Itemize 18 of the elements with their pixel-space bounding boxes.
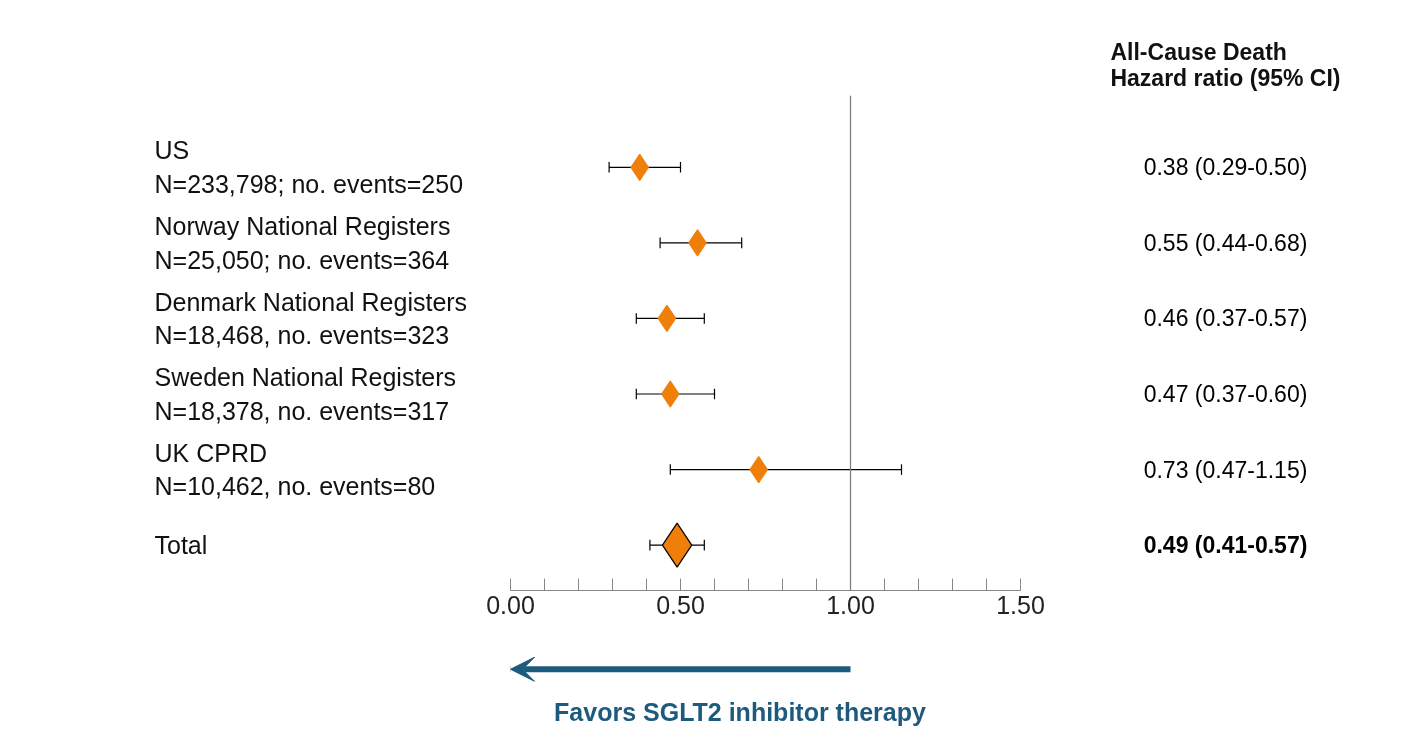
text: 0.49 (0.41-0.57) [1143,532,1308,559]
text: 0.47 (0.37-0.60) [1143,381,1308,408]
x-tick-label: 1.50 [996,590,1045,619]
text: Favors SGLT2 inhibitor therapy [554,698,926,726]
legend-title: All-Cause Death Hazard ratio (95% CI) [1110,38,1341,91]
y-tick-label: UK CPRD N=10,462, no. events=80 [154,438,436,501]
x-tick-label: 0.50 [656,590,705,619]
y-tick-label: Norway National Registers N=25,050; no. events=364 [154,212,451,274]
text: 0.46 (0.37-0.57) [1143,305,1308,332]
text: 0.73 (0.47-1.15) [1143,456,1308,483]
y-tick-label: US N=233,798; no. events=250 [154,136,464,199]
y-tick-label: Denmark National Registers N=18,468, no. events=323 [154,287,468,350]
x-tick-label: 1.00 [826,590,875,619]
text: 0.55 (0.44-0.68) [1143,229,1308,256]
y-tick-label: Total [154,531,208,560]
text: 0.38 (0.29-0.50) [1143,154,1308,181]
y-tick-label: Sweden National Registers N=18,378, no. events=317 [154,363,457,425]
x-tick-label: 0.00 [486,590,535,619]
